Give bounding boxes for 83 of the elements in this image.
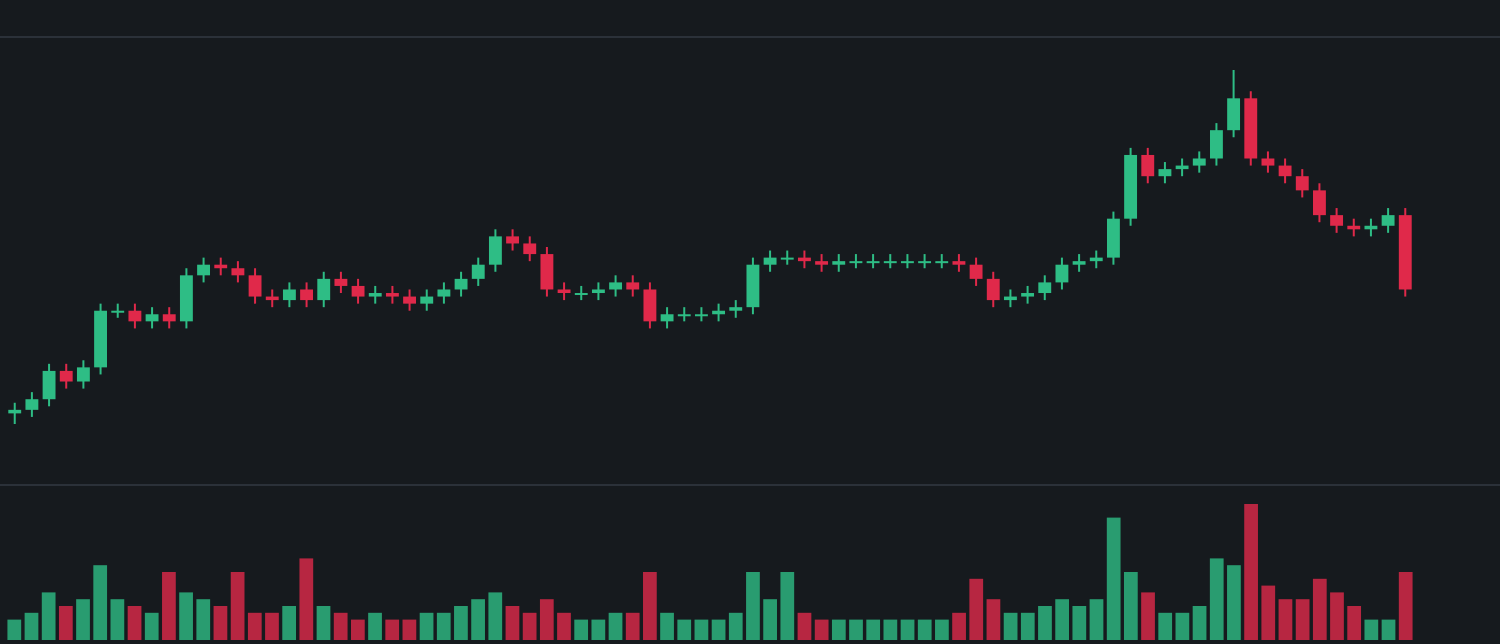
candlestick	[420, 288, 434, 312]
candlestick	[523, 235, 537, 263]
candlestick	[986, 270, 1000, 309]
candlestick	[76, 359, 90, 390]
candlestick	[437, 281, 451, 305]
candlestick	[1261, 150, 1275, 174]
bar	[1003, 612, 1018, 640]
candlestick	[197, 256, 211, 284]
candlestick	[1295, 168, 1309, 199]
candlestick	[540, 246, 554, 298]
bar	[299, 558, 314, 640]
bar	[144, 612, 159, 640]
candlestick	[403, 288, 417, 312]
bar	[213, 606, 228, 640]
candlestick	[1227, 69, 1241, 139]
bar	[419, 612, 434, 640]
bar	[1381, 619, 1396, 640]
candlestick	[660, 306, 674, 330]
candlestick	[351, 277, 365, 305]
bar	[110, 599, 125, 640]
candlestick	[25, 391, 39, 418]
bar	[1192, 606, 1207, 640]
bar	[797, 612, 812, 640]
bar	[1089, 599, 1104, 640]
bar	[402, 619, 417, 640]
bar	[58, 606, 73, 640]
bar	[385, 619, 400, 640]
candlestick	[231, 260, 245, 284]
candlestick	[471, 256, 485, 287]
bar	[41, 592, 56, 640]
candlestick	[1330, 207, 1344, 234]
candlestick	[128, 302, 142, 330]
candlestick	[42, 362, 56, 408]
bar	[282, 606, 297, 640]
candlestick	[317, 270, 331, 309]
candlestick	[626, 274, 640, 298]
candlestick	[1278, 157, 1292, 185]
bar	[1141, 592, 1155, 640]
bar	[24, 612, 39, 640]
bar	[127, 606, 142, 640]
candlestick	[248, 267, 262, 305]
bar	[162, 572, 176, 640]
bar	[368, 612, 382, 640]
candlestick	[969, 256, 983, 287]
bar	[505, 606, 520, 640]
candlestick	[1106, 210, 1120, 266]
bar	[7, 619, 22, 640]
candlestick	[746, 256, 760, 316]
candlestick	[763, 249, 777, 273]
candlestick	[179, 267, 193, 330]
bar	[1175, 612, 1190, 640]
candlestick	[162, 306, 176, 330]
bar	[316, 606, 331, 640]
bar	[1295, 599, 1310, 640]
bar	[694, 619, 709, 640]
bar	[1398, 572, 1413, 640]
bar	[1158, 612, 1173, 640]
candlestick	[59, 362, 73, 390]
bar	[900, 619, 915, 640]
candlestick	[1038, 274, 1052, 302]
candlestick	[1209, 122, 1223, 167]
candlestick	[609, 274, 623, 298]
bar	[608, 612, 623, 640]
candlestick	[282, 281, 296, 309]
candlestick	[488, 228, 502, 273]
bar	[986, 599, 1001, 640]
bar	[230, 572, 245, 640]
candlestick	[1158, 161, 1172, 185]
candlestick	[643, 281, 657, 330]
candlestick	[1055, 256, 1069, 291]
candlestick	[1192, 150, 1206, 174]
candlestick	[454, 270, 468, 298]
candlestick	[1313, 182, 1326, 224]
bar	[1364, 619, 1379, 640]
candlestick	[145, 306, 159, 330]
candlestick	[334, 270, 348, 295]
bar	[814, 619, 829, 640]
candlestick	[1381, 207, 1395, 234]
bar	[711, 619, 726, 640]
candlestick	[1141, 146, 1155, 185]
candlestick	[300, 281, 314, 309]
candlestick	[506, 228, 520, 252]
bar	[1278, 599, 1293, 640]
